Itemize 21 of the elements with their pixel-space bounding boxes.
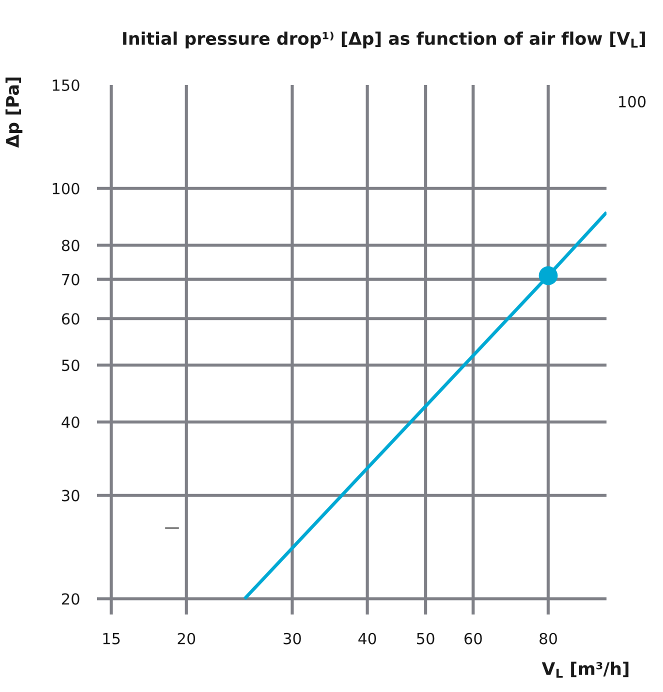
x-tick-label: 80 [540,632,557,644]
x-tick-label: 30 [284,632,301,644]
y-tick-label: 20 [62,593,80,605]
y-tick-label: 50 [62,360,80,372]
x-tick-label: 60 [464,632,482,644]
x-tick-label: 50 [417,632,434,644]
annotation: — [165,527,179,529]
x-tick-label: 15 [103,633,120,644]
y-tick-label: 80 [62,240,80,252]
x-tick-label: 40 [358,632,376,644]
x-axis-title: V$_{L}$ [m³/h] [542,662,628,678]
x-tick-label: 20 [178,632,196,644]
text: 100 [619,96,646,108]
y-tick-label: 150 [52,79,80,92]
y-tick-label: 100 [52,182,80,194]
y-tick-label: 60 [62,313,80,325]
y-axis-title: Δp [Pa] [6,78,22,148]
y-tick-label: 40 [62,416,80,428]
y-tick-label: 30 [62,490,80,502]
y-tick-label: 70 [62,274,80,286]
chart-title: Initial pressure drop¹⁾ [Δp] as function of air flow [V$_{L}$] [123,32,645,48]
